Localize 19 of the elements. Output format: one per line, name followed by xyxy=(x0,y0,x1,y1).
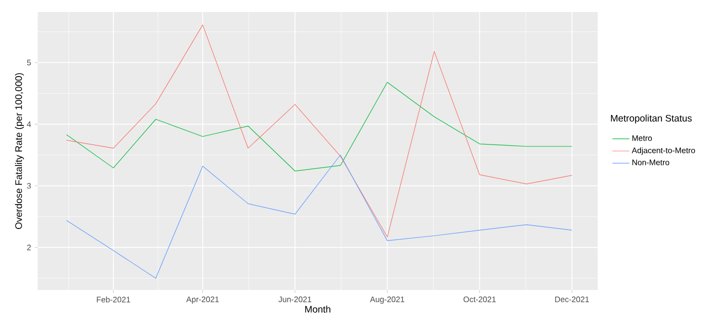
x-axis-title: Month xyxy=(305,306,330,313)
y-axis-title: Overdose Fatality Rate (per 100,000) xyxy=(15,73,24,229)
x-tick-label: Apr-2021 xyxy=(186,296,219,304)
x-tick-label: Jun-2021 xyxy=(278,296,312,302)
line-series xyxy=(66,24,572,238)
line-series xyxy=(66,82,572,172)
y-tick-label: 5 xyxy=(27,60,31,66)
legend-label: Adjacent-to-Metro xyxy=(632,147,695,155)
legend-label: Metro xyxy=(632,135,652,141)
legend-title: Metropolitan Status xyxy=(611,114,692,124)
y-tick-label: 4 xyxy=(26,121,31,127)
legend-label: Non-Metro xyxy=(632,160,670,166)
x-tick-label: Aug-2021 xyxy=(370,296,404,304)
line-series xyxy=(66,154,572,279)
x-tick-label: Feb-2021 xyxy=(96,296,130,302)
x-tick-label: Dec-2021 xyxy=(555,296,589,302)
y-tick-label: 2 xyxy=(27,244,31,250)
x-tick-label: Oct-2021 xyxy=(464,296,496,302)
y-tick-label: 3 xyxy=(27,182,31,189)
